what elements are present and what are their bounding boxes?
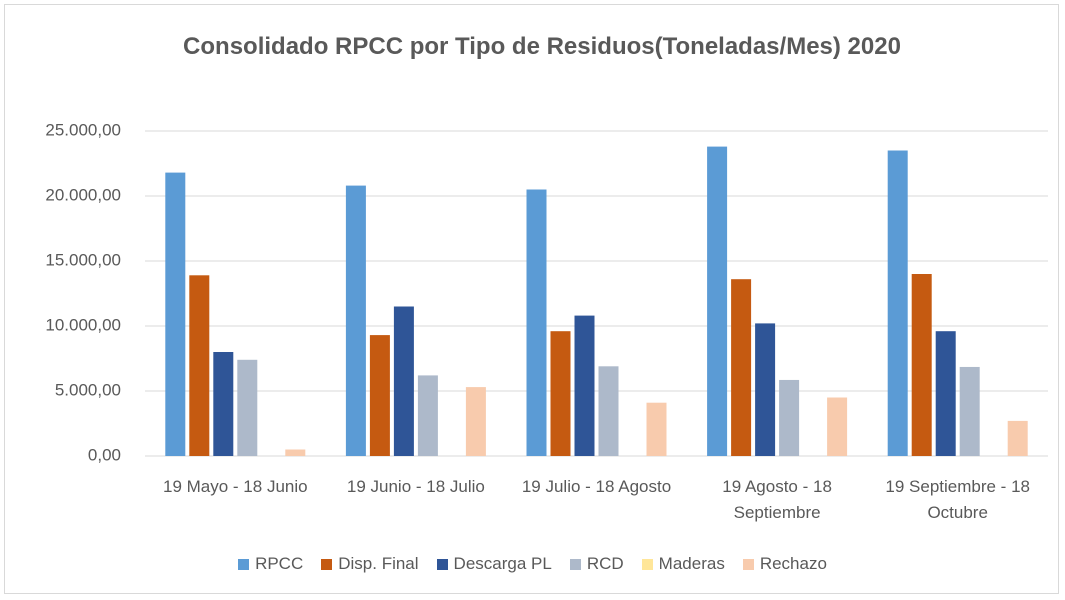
bar <box>393 306 414 456</box>
bar <box>731 279 752 456</box>
legend-swatch <box>238 558 250 570</box>
bar <box>550 331 571 456</box>
bar <box>526 189 547 456</box>
x-tick-label: 19 Junio - 18 Julio <box>346 477 485 496</box>
legend-item: RCD <box>569 554 624 574</box>
bar <box>911 274 932 456</box>
y-tick-label: 5.000,00 <box>55 380 121 399</box>
legend-label: Descarga PL <box>453 554 552 573</box>
y-tick-label: 0,00 <box>88 445 121 464</box>
bar <box>465 387 486 456</box>
bar <box>237 359 258 456</box>
bar <box>417 375 438 456</box>
x-tick-label: 19 Agosto - 18 Septiembre <box>722 477 832 522</box>
bar <box>827 397 848 456</box>
x-tick-label: 19 Mayo - 18 Junio <box>163 477 308 496</box>
legend-label: Rechazo <box>759 554 827 573</box>
y-tick-label: 25.000,00 <box>45 120 121 139</box>
legend-swatch <box>742 558 754 570</box>
bar <box>285 449 306 456</box>
bar <box>779 379 800 456</box>
x-tick-label: 19 Julio - 18 Agosto <box>521 477 672 496</box>
legend-label: Maderas <box>658 554 725 573</box>
x-tick-label: 19 Septiembre - 18 Octubre <box>885 477 1030 522</box>
legend-label: RCD <box>586 554 624 573</box>
legend-item: Disp. Final <box>321 554 419 574</box>
bar <box>887 150 908 456</box>
bar <box>598 366 619 456</box>
bar <box>707 146 728 456</box>
bar <box>213 352 234 456</box>
bar <box>574 315 595 456</box>
y-tick-label: 20.000,00 <box>45 185 121 204</box>
chart-frame <box>4 4 1059 594</box>
bar <box>755 323 776 456</box>
legend-item: RPCC <box>238 554 303 574</box>
bar <box>646 402 667 456</box>
y-tick-label: 10.000,00 <box>45 315 121 334</box>
bar <box>165 172 186 456</box>
y-tick-label: 15.000,00 <box>45 250 121 269</box>
legend-swatch <box>436 558 448 570</box>
legend-item: Rechazo <box>742 554 827 574</box>
bar <box>369 335 390 456</box>
bar <box>935 331 956 456</box>
bar <box>959 366 980 456</box>
legend-swatch <box>321 558 333 570</box>
legend-swatch <box>569 558 581 570</box>
bar <box>345 185 366 456</box>
legend-label: RPCC <box>255 554 304 573</box>
bar <box>1007 420 1028 456</box>
legend: RPCC Disp. Final Descarga PL RCD Maderas Rech… <box>0 554 1065 574</box>
legend-item: Maderas <box>641 554 725 574</box>
bar <box>189 275 210 456</box>
legend-swatch <box>641 558 653 570</box>
legend-item: Descarga PL <box>436 554 552 574</box>
chart-title: Consolidado RPCC por Tipo de Residuos(To… <box>183 33 901 60</box>
legend-label: Disp. Final <box>338 554 419 573</box>
